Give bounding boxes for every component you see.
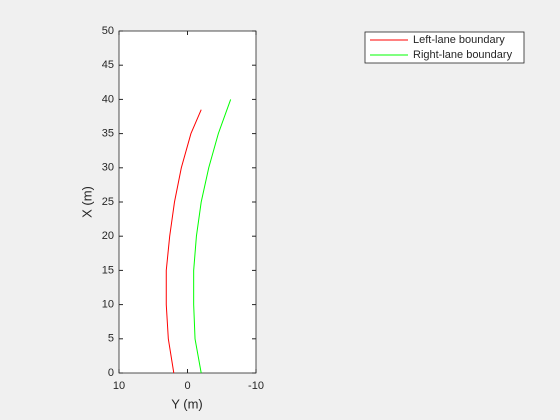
axes-box — [118, 30, 257, 374]
x-tick-label: 0 — [184, 380, 190, 392]
y-tick-label: 50 — [102, 25, 114, 37]
y-tick-label: 5 — [108, 333, 114, 345]
legend-label: Left-lane boundary — [413, 34, 505, 46]
x-tick-label: 10 — [113, 380, 125, 392]
series-line — [165, 109, 202, 374]
x-axis-label: Y (m) — [171, 396, 203, 411]
legend-label: Right-lane boundary — [413, 49, 513, 61]
y-tick-label: 15 — [102, 264, 114, 276]
y-axis-label: X (m) — [79, 186, 94, 218]
y-tick-label: 0 — [108, 367, 114, 379]
series-line — [193, 99, 232, 374]
y-tick-label: 45 — [102, 59, 114, 71]
y-tick-label: 10 — [102, 299, 114, 311]
legend-box — [364, 31, 525, 64]
x-tick-label: -10 — [248, 380, 264, 392]
y-tick-label: 30 — [102, 162, 114, 174]
y-tick-label: 35 — [102, 128, 114, 140]
y-tick-label: 40 — [102, 93, 114, 105]
y-tick-label: 20 — [102, 230, 114, 242]
y-tick-label: 25 — [102, 196, 114, 208]
